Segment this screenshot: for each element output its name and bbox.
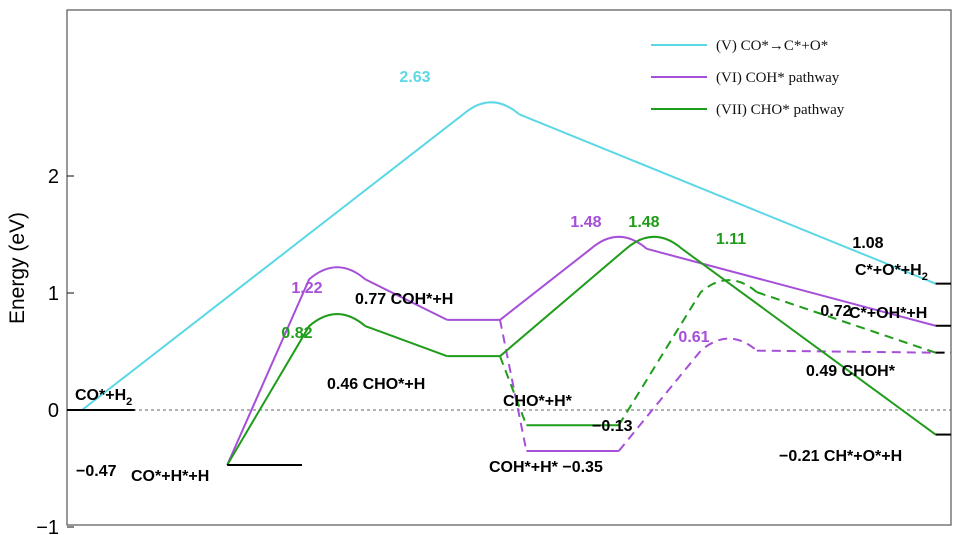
value-label-v-ts: 2.63 [399,69,430,86]
energy-curves [81,101,937,466]
state-label-c-o-h2: C*+O*+H2 [855,262,928,283]
state-label-c-oh-h: C*+OH*+H [849,305,927,322]
state-label-ch-o-h: −0.21 CH*+O*+H [779,448,902,465]
y-tick-label: −1 [36,517,59,535]
curve-segment-vii [756,291,936,354]
y-axis-title: Energy (eV) [6,212,29,324]
y-axis-ticks: −1 0 1 2 [36,166,74,535]
state-label-coh-hstar: COH*+H* −0.35 [489,459,603,476]
curve-segment-vi [364,278,448,321]
curve-segment-vi [499,235,648,321]
y-tick-label: 1 [48,283,59,305]
legend-label-vi: (VI) COH* pathway [716,70,840,86]
plot-frame [66,9,952,526]
curve-segment-vi [756,349,936,354]
curve-segment-vii [364,325,448,358]
state-label-cho-h: 0.46 CHO*+H [327,376,425,393]
state-label-choh: 0.49 CHOH* [806,363,896,380]
curve-segment-vi [226,266,366,466]
energy-levels [67,282,951,466]
state-label-cho-hstar-energy: −0.13 [592,418,633,435]
value-label-vi-ts3: 0.61 [678,329,709,346]
value-label-vii-ts1: 0.82 [281,325,312,342]
curve-segment-vi [646,247,936,327]
state-label-co-h2: CO*+H2 [75,387,132,408]
state-label-co-energy: −0.47 [76,463,117,480]
value-label-vi-ts1: 1.22 [291,280,322,297]
value-label-vii-ts3: 1.11 [716,231,746,248]
curve-segment-v [81,101,520,411]
curve-segment-vii [617,279,758,426]
value-label-vi-ts2: 1.48 [570,214,601,231]
curve-segment-vii [226,313,366,466]
legend-label-vii: (VII) CHO* pathway [716,102,845,118]
curve-segment-vii [499,355,528,426]
curve-segment-vi [499,319,528,452]
curve-segment-vii [499,235,683,357]
value-label-cohplus: 0.72 [820,303,851,320]
curve-segment-vi [618,337,758,452]
y-tick-label: 0 [48,400,59,422]
curve-segment-vii [681,248,937,436]
curve-segment-v [518,113,936,285]
state-label-cho-hstar: CHO*+H* [503,393,573,410]
value-label-vii-ts2: 1.48 [628,214,659,231]
legend: (V) CO*→C*+O* (VI) COH* pathway (VII) CH… [651,38,845,118]
state-label-co-h-h: CO*+H*+H [131,468,209,485]
state-label-coh-h: 0.77 COH*+H [355,291,453,308]
y-tick-label: 2 [48,166,59,188]
legend-label-v: (V) CO*→C*+O* [716,38,828,54]
value-label-final-v: 1.08 [852,235,883,252]
